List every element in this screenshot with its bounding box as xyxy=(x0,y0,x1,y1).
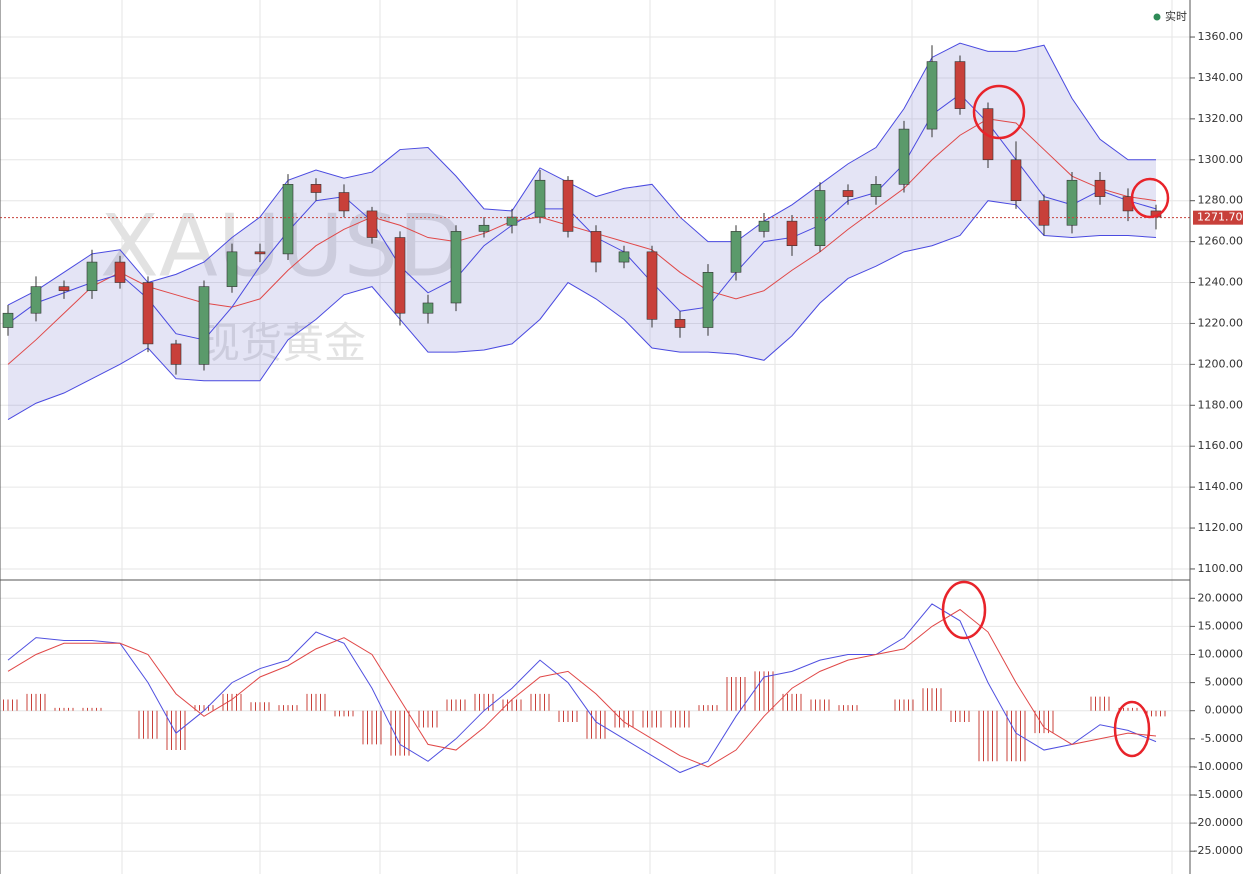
y-tick-label: 1340.00 xyxy=(1198,71,1244,84)
candle-body xyxy=(282,184,294,255)
y-tick-label: 1240.00 xyxy=(1198,276,1244,289)
candle-body xyxy=(226,251,238,287)
macd-line xyxy=(7,603,1157,774)
y-tick-label: 1120.00 xyxy=(1198,521,1244,534)
candle-body xyxy=(450,231,462,304)
candle-body xyxy=(1010,159,1022,201)
candle-body xyxy=(562,179,574,232)
macd-line xyxy=(7,608,1157,768)
y-tick-label: 1360.00 xyxy=(1198,30,1244,43)
candle-body xyxy=(310,184,322,193)
annotation-circle xyxy=(1113,700,1151,758)
watermark-sub: 现货黄金 xyxy=(198,319,366,368)
candle-body xyxy=(114,261,126,283)
candle-body xyxy=(170,343,182,365)
y-tick-label: 0.0000 xyxy=(1205,704,1244,717)
y-tick-label: 1160.00 xyxy=(1198,439,1244,452)
last-price-box xyxy=(1193,210,1243,225)
y-tick-label: -25.0000 xyxy=(1194,844,1243,857)
last-price-label: 1271.70 xyxy=(1197,211,1243,224)
y-tick-label: 5.0000 xyxy=(1205,676,1244,689)
mode-label: 实时 xyxy=(1165,9,1187,23)
candle-body xyxy=(954,61,966,109)
candle-body xyxy=(1066,179,1078,226)
candle-body xyxy=(702,272,714,328)
y-tick-label: 1140.00 xyxy=(1198,480,1244,493)
candle-body xyxy=(58,286,70,292)
candle-body xyxy=(394,237,406,314)
y-tick-label: 10.0000 xyxy=(1198,648,1244,661)
y-tick-label: -5.0000 xyxy=(1201,732,1243,745)
candle-body xyxy=(674,319,686,328)
candle-body xyxy=(422,302,434,314)
candle-body xyxy=(646,251,658,320)
candle-body xyxy=(2,312,14,328)
y-tick-label: -10.0000 xyxy=(1194,760,1243,773)
candle-body xyxy=(926,61,938,130)
candle-body xyxy=(366,210,378,238)
band-fill xyxy=(8,43,1156,420)
candle-body xyxy=(478,224,490,232)
y-tick-label: -15.0000 xyxy=(1194,788,1243,801)
candle-body xyxy=(534,179,546,218)
y-tick-label: 1220.00 xyxy=(1198,316,1244,329)
y-tick-label: 1200.00 xyxy=(1198,357,1244,370)
candle-body xyxy=(870,184,882,197)
candle-body xyxy=(30,286,42,314)
candle-body xyxy=(786,220,798,247)
indicator-line xyxy=(7,200,1157,421)
candle-body xyxy=(254,251,266,255)
candle-body xyxy=(898,128,910,185)
candle-body xyxy=(618,251,630,263)
y-tick-label: 1280.00 xyxy=(1198,194,1244,207)
live-dot xyxy=(1153,13,1161,21)
candle-body xyxy=(338,192,350,212)
candle-body xyxy=(142,282,154,345)
candle-body xyxy=(842,190,854,197)
annotation-circle xyxy=(1130,177,1170,219)
candle-body xyxy=(590,231,602,263)
plot: 1271.70 xyxy=(0,42,1243,774)
annotation-circle xyxy=(941,580,987,640)
y-tick-label: 20.0000 xyxy=(1198,591,1244,604)
y-tick-label: -20.0000 xyxy=(1194,816,1243,829)
candle-body xyxy=(1038,200,1050,226)
y-tick-label: 1100.00 xyxy=(1198,562,1244,575)
y-tick-label: 1180.00 xyxy=(1198,398,1244,411)
annotation-circle xyxy=(972,84,1026,140)
candle-body xyxy=(758,220,770,232)
y-tick-label: 15.0000 xyxy=(1198,619,1244,632)
indicator-line xyxy=(7,42,1156,306)
y-tick-label: 1320.00 xyxy=(1198,112,1244,125)
y-tick-label: 1300.00 xyxy=(1198,153,1244,166)
candle-body xyxy=(198,286,210,365)
candle-body xyxy=(1094,179,1106,197)
candle-body xyxy=(506,216,518,226)
candle-body xyxy=(86,261,98,292)
y-tick-label: 1260.00 xyxy=(1198,235,1244,248)
candle-body xyxy=(730,231,742,273)
